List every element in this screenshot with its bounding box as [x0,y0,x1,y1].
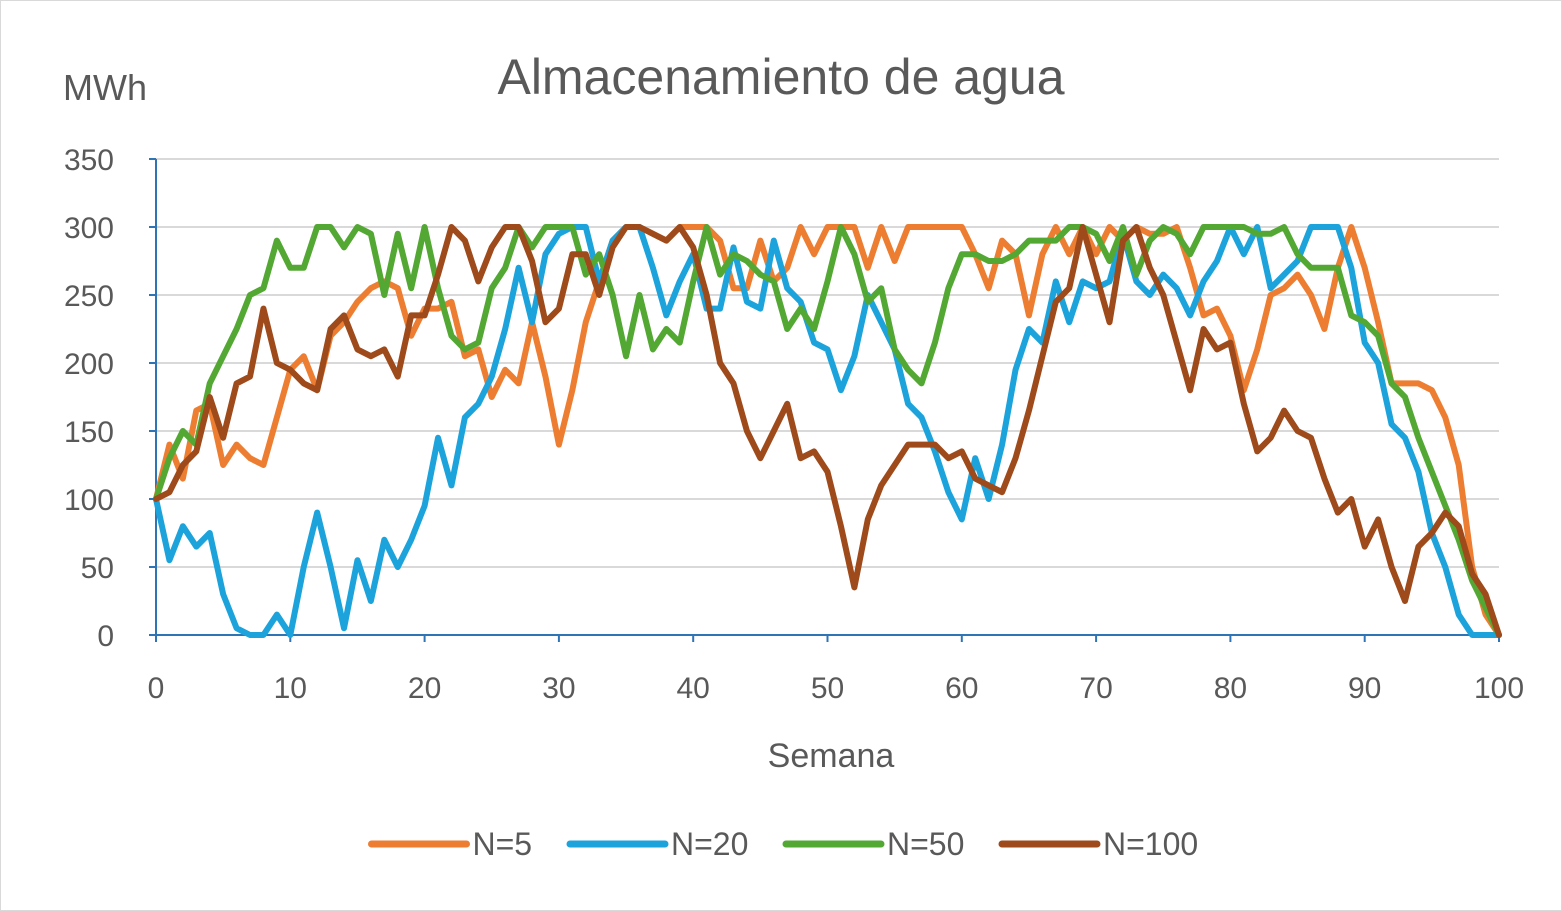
x-tick-label: 30 [542,672,575,705]
x-tick-label: 40 [677,672,710,705]
y-tick-label: 50 [81,552,114,585]
legend-item-1: N=20 [566,826,748,862]
legend-label: N=100 [1103,826,1198,862]
x-tick-label: 0 [148,672,165,705]
series-line-1 [153,224,1502,638]
series-lines [153,224,1502,638]
legend-item-2: N=50 [782,826,964,862]
series-line-2 [153,224,1502,638]
legend: N=5 N=20 N=50 N=100 [368,826,1198,862]
y-tick-label: 100 [64,484,114,517]
x-tick-label: 80 [1214,672,1247,705]
y-tick-label: 150 [64,416,114,449]
gridlines [156,158,1499,568]
y-tick-label: 200 [64,348,114,381]
x-axis-ticks: 0 10 20 30 40 50 60 70 80 90 100 [148,635,1524,705]
y-tick-label: 350 [64,144,114,177]
legend-label: N=50 [887,826,964,862]
x-tick-label: 10 [274,672,307,705]
x-tick-label: 60 [945,672,978,705]
y-tick-label: 0 [97,620,114,653]
x-tick-label: 90 [1348,672,1381,705]
x-tick-label: 70 [1079,672,1112,705]
legend-label: N=20 [671,826,748,862]
y-tick-label: 250 [64,280,114,313]
y-tick-label: 300 [64,212,114,245]
legend-item-3: N=100 [998,826,1198,862]
chart-title: Almacenamiento de agua [497,49,1064,105]
y-axis-unit-label: MWh [63,67,147,108]
y-axis-ticks: 0 50 100 150 200 250 300 350 [64,144,156,653]
series-line-3 [153,224,1502,638]
x-tick-label: 50 [811,672,844,705]
x-axis-title: Semana [768,737,895,775]
legend-item-0: N=5 [368,826,533,862]
x-tick-label: 100 [1474,672,1524,705]
legend-label: N=5 [473,826,533,862]
x-tick-label: 20 [408,672,441,705]
